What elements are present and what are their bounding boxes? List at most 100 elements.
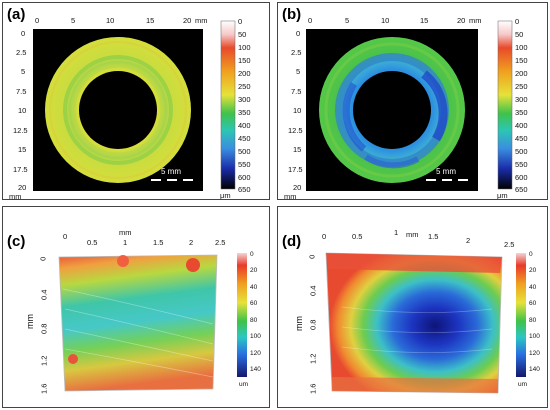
colorbar-tick: 0	[529, 251, 533, 258]
scale-bar-label: 5 mm	[161, 167, 181, 176]
x-tick: 0	[63, 232, 68, 241]
colorbar-tick: 400	[515, 121, 528, 130]
colorbar-tick: 450	[515, 134, 528, 143]
y-tick: 0	[38, 256, 48, 261]
colorbar-c	[237, 253, 247, 377]
colorbar-b	[497, 20, 513, 190]
y-tick: 10	[18, 106, 27, 115]
colorbar-tick: 120	[529, 350, 540, 357]
colorbar-tick: 500	[515, 147, 528, 156]
x-tick: 0.5	[87, 238, 98, 247]
x-tick: 20	[183, 16, 192, 25]
colorbar-tick: 20	[250, 267, 258, 274]
colorbar-tick: 60	[250, 300, 258, 307]
colorbar-unit: μm	[220, 191, 231, 200]
y-tick: 0.4	[39, 289, 49, 300]
y-tick: 7.5	[16, 87, 27, 96]
colorbar-tick: 600	[238, 173, 251, 182]
y-tick: 7.5	[291, 87, 302, 96]
y-tick: 17.5	[288, 165, 303, 174]
height-map-a: 5 mm	[33, 29, 203, 191]
scale-bar	[442, 179, 452, 181]
y-unit: mm	[9, 192, 22, 200]
y-unit: mm	[25, 314, 35, 329]
colorbar-tick: 350	[238, 108, 251, 117]
scale-bar	[183, 179, 193, 181]
x-unit: mm	[195, 16, 208, 25]
x-tick: 2	[189, 238, 194, 247]
y-tick: 5	[296, 67, 301, 76]
panel-b: (b) 0 5 10 15 20 mm 0 2.5 5 7.5 10 12.5 …	[277, 2, 548, 200]
panel-label: (d)	[282, 233, 302, 250]
colorbar-a	[220, 20, 236, 190]
x-unit: mm	[119, 228, 132, 237]
x-unit: mm	[406, 230, 419, 239]
y-tick: 0.4	[308, 285, 318, 296]
x-tick: 5	[71, 16, 76, 25]
panel-c: (c) 0 0.5 1 1.5 2 2.5 mm 0 0.4 0.8 1.2 1…	[2, 206, 270, 408]
colorbar-unit: um	[518, 381, 528, 388]
panel-d: (d) 0 0.5 1 1.5 2 2.5 mm 0 0.4 0.8 1.2 1…	[277, 206, 548, 408]
x-tick: 2	[466, 236, 471, 245]
y-tick: 1.2	[308, 353, 318, 364]
y-tick: 0.8	[308, 319, 318, 330]
colorbar-tick: 80	[529, 317, 537, 324]
colorbar-d	[516, 253, 526, 377]
colorbar-tick: 600	[515, 173, 528, 182]
panel-a: (a) 0 5 10 15 20 mm 0 2.5 5 7.5 10 12.5 …	[2, 2, 270, 200]
colorbar-tick: 300	[515, 95, 528, 104]
colorbar-tick: 100	[250, 333, 261, 340]
y-tick: 17.5	[13, 165, 28, 174]
y-unit: mm	[294, 316, 304, 331]
scale-bar	[426, 179, 436, 181]
y-tick: 1.6	[39, 383, 49, 394]
y-tick: 12.5	[288, 126, 303, 135]
colorbar-tick: 0	[238, 17, 243, 26]
colorbar-tick: 200	[238, 69, 251, 78]
colorbar-tick: 100	[238, 43, 251, 52]
x-tick: 1	[123, 238, 128, 247]
colorbar-tick: 500	[238, 147, 251, 156]
y-tick: 12.5	[13, 126, 28, 135]
colorbar-tick: 150	[238, 56, 251, 65]
y-tick: 15	[293, 145, 302, 154]
x-tick: 10	[106, 16, 115, 25]
colorbar-tick: 550	[238, 160, 251, 169]
colorbar-unit: um	[239, 381, 249, 388]
y-tick: 0	[21, 29, 26, 38]
y-tick: 0	[307, 254, 317, 259]
x-tick: 2.5	[215, 238, 226, 247]
colorbar-tick: 350	[515, 108, 528, 117]
panel-label: (c)	[7, 233, 26, 250]
colorbar-tick: 140	[250, 366, 261, 373]
surface-3d-c	[58, 254, 218, 392]
x-tick: 1	[394, 228, 399, 237]
colorbar-tick: 100	[529, 333, 540, 340]
colorbar-tick: 50	[515, 30, 524, 39]
colorbar-tick: 80	[250, 317, 258, 324]
colorbar-tick: 200	[515, 69, 528, 78]
colorbar-tick: 450	[238, 134, 251, 143]
x-tick: 1.5	[428, 232, 439, 241]
height-map-b: 5 mm	[306, 29, 478, 191]
colorbar-tick: 300	[238, 95, 251, 104]
scale-bar-label: 5 mm	[436, 167, 456, 176]
colorbar-tick: 100	[515, 43, 528, 52]
scale-bar	[151, 179, 161, 181]
colorbar-unit: μm	[497, 191, 508, 200]
y-tick: 5	[21, 67, 26, 76]
colorbar-tick: 140	[529, 366, 540, 373]
x-tick: 0	[308, 16, 313, 25]
colorbar-tick: 20	[529, 267, 537, 274]
colorbar-tick: 400	[238, 121, 251, 130]
y-tick: 0	[296, 29, 301, 38]
x-unit: mm	[469, 16, 482, 25]
panel-label: (b)	[282, 6, 302, 23]
y-tick: 20	[293, 183, 302, 192]
y-tick: 15	[18, 145, 27, 154]
colorbar-tick: 650	[515, 185, 528, 194]
y-tick: 2.5	[291, 48, 302, 57]
colorbar-tick: 0	[250, 251, 254, 258]
scale-bar	[167, 179, 177, 181]
x-tick: 2.5	[504, 240, 515, 249]
